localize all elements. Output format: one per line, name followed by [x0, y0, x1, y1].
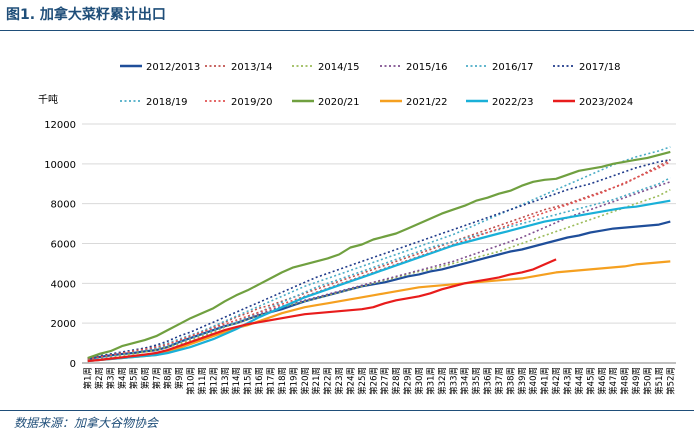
x-tick-label: 第4周: [117, 367, 128, 389]
x-tick-label: 第6周: [140, 367, 151, 389]
y-unit-label: 千吨: [38, 93, 58, 106]
x-tick-label: 第34周: [460, 367, 471, 395]
x-tick-label: 第41周: [540, 367, 551, 395]
x-tick-label: 第9周: [174, 367, 185, 389]
x-tick-label: 第26周: [368, 367, 379, 395]
x-tick-label: 第30周: [414, 367, 425, 395]
series-line-2022/23: [87, 199, 671, 363]
x-tick-label: 第47周: [608, 367, 619, 395]
x-tick-label: 第37周: [494, 367, 505, 395]
legend-label: 2022/23: [492, 97, 534, 108]
x-tick-label: 第43周: [562, 367, 573, 395]
legend-label: 2016/17: [492, 62, 534, 73]
x-tick-label: 第40周: [528, 367, 539, 395]
x-tick-label: 第12周: [208, 367, 219, 395]
x-tick-label: 第38周: [505, 367, 516, 395]
source-note: 数据来源：加拿大谷物协会: [14, 416, 159, 430]
series-line-2012/2013: [87, 220, 671, 361]
x-tick-label: 第42周: [551, 367, 562, 395]
x-tick-label: 第48周: [620, 367, 631, 395]
series-line-2013/14: [87, 159, 671, 360]
x-tick-label: 第21周: [311, 367, 322, 395]
x-tick-label: 第24周: [345, 367, 356, 395]
x-tick-label: 第50周: [642, 367, 653, 395]
x-tick-label: 第16周: [254, 367, 265, 395]
y-tick-label: 12000: [44, 120, 76, 131]
legend-label: 2017/18: [579, 62, 621, 73]
y-tick-label: 8000: [51, 200, 76, 211]
series-line-2016/17: [87, 146, 671, 359]
series-line-2019/20: [87, 161, 671, 360]
series-line-2023/2024: [87, 258, 557, 363]
x-tick-label: 第46周: [597, 367, 608, 395]
figure-title: 图1. 加拿大菜籽累计出口: [6, 7, 166, 23]
x-tick-label: 第29周: [403, 367, 414, 395]
x-tick-label: 第39周: [517, 367, 528, 395]
x-tick-label: 第2周: [94, 367, 105, 389]
x-tick-label: 第35周: [471, 367, 482, 395]
legend-label: 2019/20: [231, 97, 273, 108]
x-tick-label: 第18周: [277, 367, 288, 395]
legend-label: 2012/2013: [146, 62, 200, 73]
y-tick-label: 4000: [51, 279, 76, 290]
x-tick-label: 第23周: [334, 367, 345, 395]
x-tick-label: 第22周: [323, 367, 334, 395]
x-tick-label: 第49周: [631, 367, 642, 395]
x-tick-label: 第3周: [106, 367, 117, 389]
y-tick-label: 10000: [44, 160, 76, 171]
title-divider: [0, 30, 694, 31]
legend-label: 2013/14: [231, 62, 273, 73]
legend-label: 2021/22: [406, 97, 448, 108]
x-tick-label: 第28周: [391, 367, 402, 395]
x-tick-label: 第20周: [300, 367, 311, 395]
legend-label: 2020/21: [318, 97, 360, 108]
x-tick-label: 第11周: [197, 367, 208, 395]
series-line-2021/22: [87, 260, 671, 363]
x-tick-label: 第17周: [265, 367, 276, 395]
x-tick-label: 第27周: [380, 367, 391, 395]
x-tick-label: 第5周: [128, 367, 139, 389]
x-tick-label: 第15周: [243, 367, 254, 395]
x-tick-label: 第13周: [220, 367, 231, 395]
legend-label: 2015/16: [406, 62, 448, 73]
x-tick-label: 第51周: [654, 367, 665, 395]
x-tick-label: 第36周: [483, 367, 494, 395]
x-tick-label: 第31周: [425, 367, 436, 395]
cumulative-export-chart: 020004000600080001000012000第1周 第2周 第3周 第4周第…: [38, 62, 676, 395]
x-tick-label: 第33周: [448, 367, 459, 395]
x-tick-label: 第25周: [357, 367, 368, 395]
series-line-2020/21: [87, 150, 671, 360]
x-tick-label: 第44周: [574, 367, 585, 395]
x-tick-label: 第19周: [288, 367, 299, 395]
x-tick-label: 第10周: [186, 367, 197, 395]
legend-label: 2014/15: [318, 62, 360, 73]
y-tick-label: 0: [70, 359, 76, 370]
x-tick-label: 第14周: [231, 367, 242, 395]
series-line-2017/18: [87, 159, 671, 359]
y-tick-label: 6000: [51, 240, 76, 251]
legend-label: 2023/2024: [579, 97, 633, 108]
x-tick-label: 第8周: [163, 367, 174, 389]
x-tick-label: 第32周: [437, 367, 448, 395]
legend-label: 2018/19: [146, 97, 188, 108]
y-tick-label: 2000: [51, 319, 76, 330]
series-line-2014/15: [87, 188, 671, 361]
x-tick-label: 第52周: [665, 367, 676, 395]
series-line-2018/19: [87, 177, 671, 361]
x-tick-label: 第45周: [585, 367, 596, 395]
x-tick-label: 第1周: [83, 367, 94, 389]
source-divider: [0, 410, 694, 411]
x-tick-label: 第7周: [151, 367, 162, 389]
